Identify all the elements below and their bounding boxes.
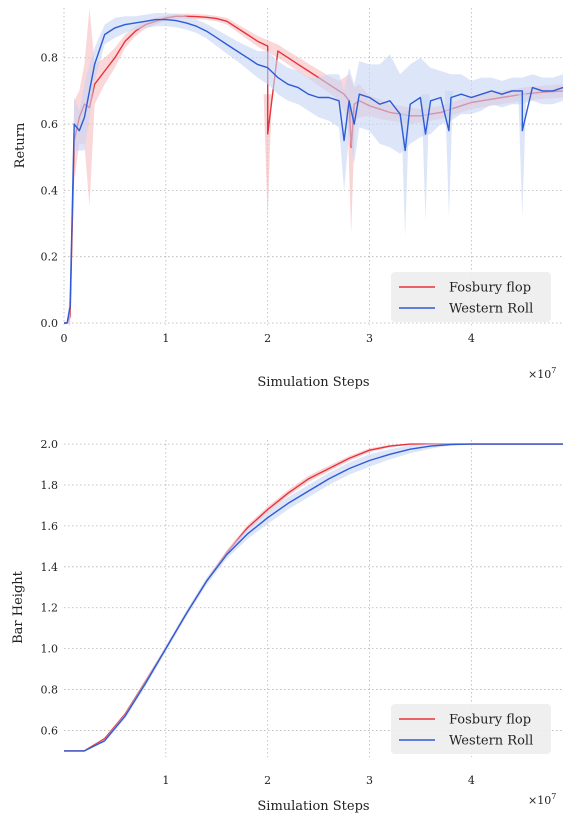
legend-label: Fosbury flop (449, 281, 531, 296)
grid-lines (64, 440, 563, 757)
x-tick-label: 1 (162, 332, 169, 345)
x-tick-label: 1 (162, 774, 169, 787)
y-tick-label: 1.8 (41, 479, 59, 492)
x-multiplier: ×107 (528, 792, 556, 807)
legend-box (391, 704, 551, 754)
legend: Fosbury flop Western Roll (391, 272, 551, 322)
x-multiplier-exponent: 7 (551, 792, 556, 801)
x-tick-label: 4 (468, 774, 475, 787)
variance-spike (263, 94, 272, 221)
y-tick-label: 0.8 (41, 52, 59, 65)
confidence-band (64, 13, 563, 323)
y-axis-label: Bar Height (11, 570, 26, 644)
legend-label: Fosbury flop (449, 713, 531, 728)
y-tick-label: 1.6 (41, 520, 59, 533)
x-axis-label: Simulation Steps (257, 799, 369, 814)
y-tick-label: 1.2 (41, 602, 59, 615)
series-line (64, 18, 564, 324)
y-tick-label: 0.6 (41, 724, 59, 737)
chart-return: 0.0 0.2 0.4 0.6 0.8 0 1 2 3 4 Simulation Steps Retu… (13, 8, 564, 390)
y-tick-label: 0.8 (41, 684, 59, 697)
y-tick-label: 0.6 (41, 118, 59, 131)
legend-label: Western Roll (449, 734, 533, 749)
y-tick-label: 0.4 (41, 184, 59, 197)
variance-spike (401, 110, 410, 237)
x-tick-label: 3 (366, 332, 373, 345)
x-tick-label: 4 (468, 332, 475, 345)
y-tick-label: 0.0 (41, 317, 59, 330)
x-tick-label: 0 (61, 332, 68, 345)
series-western-roll (64, 13, 564, 324)
legend-label: Western Roll (449, 302, 533, 317)
x-multiplier-exponent: 7 (551, 366, 556, 375)
legend-box (391, 272, 551, 322)
y-tick-label: 0.2 (41, 251, 59, 264)
legend: Fosbury flop Western Roll (391, 704, 551, 754)
confidence-band (64, 8, 563, 327)
y-tick-label: 1.4 (41, 561, 59, 574)
x-axis-label: Simulation Steps (257, 375, 369, 390)
series-line (64, 443, 563, 752)
x-multiplier: ×107 (528, 366, 556, 381)
y-tick-label: 2.0 (41, 438, 59, 451)
x-tick-label: 2 (264, 774, 271, 787)
y-axis-label: Return (13, 122, 28, 168)
chart-bar-height: 0.6 0.8 1.0 1.2 1.4 1.6 1.8 2.0 1 2 3 4 Simulation S… (11, 438, 563, 814)
variance-spike (421, 94, 430, 221)
series-western-roll (64, 443, 563, 752)
x-tick-label: 3 (366, 774, 373, 787)
variance-spike (444, 90, 454, 217)
y-tick-label: 1.0 (41, 643, 59, 656)
x-tick-label: 2 (264, 332, 271, 345)
